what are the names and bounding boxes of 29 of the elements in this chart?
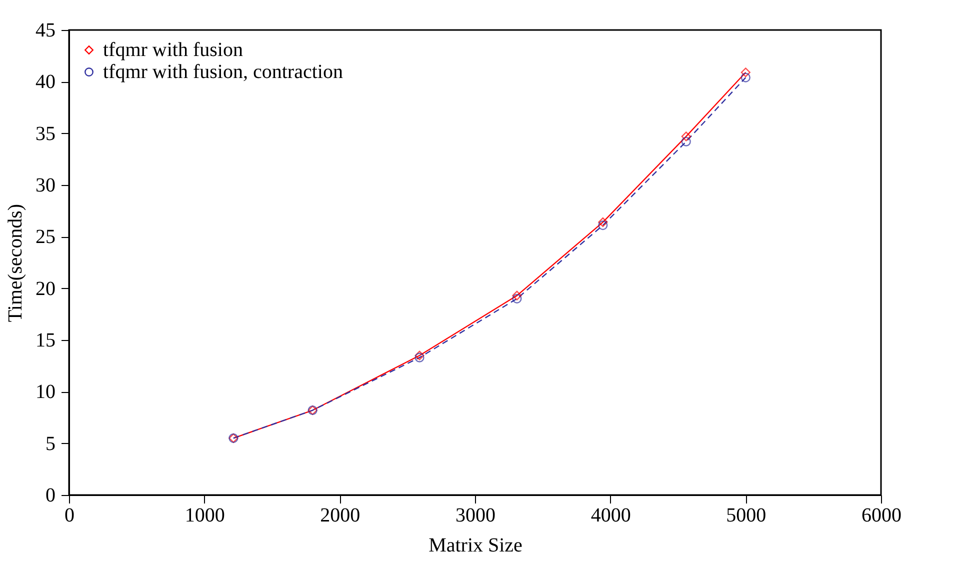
y-tick-label: 20 <box>36 278 56 300</box>
x-tick-label: 0 <box>64 504 74 526</box>
x-axis-title: Matrix Size <box>428 534 523 556</box>
y-axis-title: Time(seconds) <box>4 204 26 322</box>
point <box>512 294 522 304</box>
legend-label: tfqmr with fusion <box>103 39 243 61</box>
y-tick-label: 25 <box>36 226 56 248</box>
point <box>740 68 750 78</box>
x-tick-label: 4000 <box>590 504 631 526</box>
point <box>512 290 522 300</box>
point <box>598 220 608 230</box>
legend-label: tfqmr with fusion, contraction <box>103 61 343 83</box>
x-tick-label: 6000 <box>862 504 902 526</box>
y-tick-label: 5 <box>46 432 56 455</box>
x-tick-label: 2000 <box>320 504 360 526</box>
y-tick-label: 45 <box>36 20 56 42</box>
y-tick-label: 0 <box>46 484 56 506</box>
y-tick-label: 30 <box>36 174 56 196</box>
x-tick-label: 3000 <box>456 504 496 526</box>
point <box>681 136 691 146</box>
x-tick-label: 1000 <box>184 504 225 526</box>
y-tick-label: 35 <box>36 122 56 145</box>
x-tick-label: 5000 <box>726 504 766 526</box>
y-tick-label: 15 <box>36 330 56 352</box>
point <box>681 132 691 142</box>
point <box>740 72 750 82</box>
y-tick-label: 40 <box>36 71 56 94</box>
y-tick-label: 10 <box>36 381 56 404</box>
point <box>598 217 608 227</box>
